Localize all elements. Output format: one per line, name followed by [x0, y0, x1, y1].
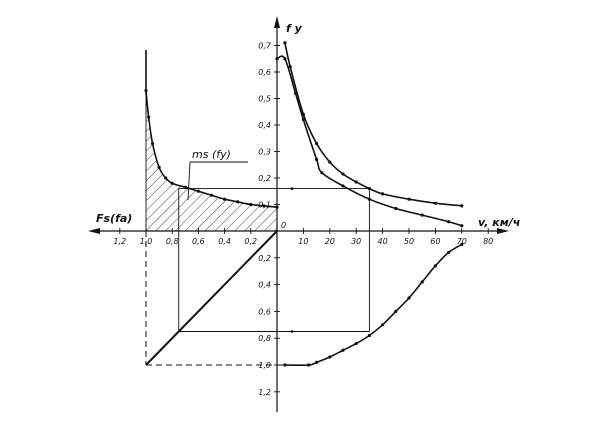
upper-fy-curve	[284, 42, 462, 207]
upper-curve-point	[301, 112, 305, 116]
lower-curve-point	[275, 57, 279, 61]
fy-up-tick-label: 0,2	[258, 174, 271, 183]
ms-curve-point	[236, 200, 240, 204]
tick-labels: 0,1 0,2 0,3 0,4 0,5 0,6 0,7 0,2 0,4 0,6 0,8 1,0 1,2 0…	[113, 42, 493, 397]
lower-curve-point	[420, 213, 424, 217]
lower-curve-point	[315, 157, 319, 162]
fy-up-tick-label: 0,6	[258, 68, 271, 77]
fs-tick-label: 1,2	[113, 237, 126, 246]
upper-curve-point	[288, 65, 292, 69]
v-axis-arrow	[497, 228, 509, 234]
upper-curve-point	[341, 172, 345, 176]
upper-curve-point	[433, 201, 437, 205]
fy-up-tick-label: 0,1	[258, 201, 271, 210]
upper-curve-point	[283, 41, 287, 45]
lower-curve-point	[283, 57, 287, 61]
ms-curve-point	[170, 181, 174, 185]
fs-tick-label: 0,8	[166, 237, 179, 246]
origin-label: 0	[281, 221, 286, 230]
v-tick-label: 80	[483, 237, 493, 246]
fa-curve-point	[315, 360, 319, 364]
fa-curve-point	[341, 348, 345, 352]
v-axis-title: v, км/ч	[478, 216, 520, 229]
fa-curve-point	[433, 264, 437, 268]
upper-curve-point	[381, 192, 385, 196]
ms-curve-point	[164, 176, 168, 180]
v-tick-label: 70	[457, 237, 467, 246]
upper-curve-point	[328, 160, 332, 164]
construction-point	[290, 330, 294, 333]
upper-curve-point	[407, 197, 411, 201]
fy-down-tick-label: 1,0	[258, 361, 271, 370]
ms-curve-point	[157, 165, 161, 169]
fa-curve-point	[420, 280, 424, 284]
ms-curve-point	[196, 189, 200, 193]
fs-axis-arrow	[88, 228, 100, 234]
lower-curve-point	[301, 118, 305, 122]
ms-curve-point	[262, 204, 266, 208]
v-tick-label: 40	[378, 237, 388, 246]
fy-down-tick-label: 1,2	[258, 388, 271, 397]
v-tick-label: 10	[298, 237, 308, 246]
fs-tick-label: 0,2	[244, 237, 257, 246]
v-tick-label: 50	[404, 237, 414, 246]
ms-curve-label: ms (fy)	[192, 148, 231, 161]
lower-curve-point	[341, 184, 345, 188]
ms-curve-point	[144, 88, 148, 93]
fs-tick-label: 1,0	[140, 237, 153, 246]
v-tick-label: 30	[351, 237, 361, 246]
lower-fy-curve	[276, 55, 463, 227]
fy-up-tick-label: 0,3	[258, 148, 271, 157]
construction-point	[290, 187, 294, 191]
ms-leader-diag	[187, 161, 191, 201]
tick-marks	[119, 45, 489, 393]
fy-axis-arrow	[274, 16, 280, 28]
fy-up-tick-label: 0,5	[258, 95, 271, 104]
ms-curve-point	[249, 202, 253, 207]
fy-axis-title: f y	[286, 22, 303, 35]
lower-curve-point	[394, 206, 398, 211]
ms-curve-point	[150, 141, 155, 146]
fa-v-curve	[284, 243, 463, 366]
fa-curve-point	[460, 242, 464, 246]
fs-tick-label: 0,6	[192, 237, 205, 246]
ms-curve-point	[183, 185, 187, 189]
fa-curve-point	[407, 296, 411, 300]
ms-curve-point	[275, 205, 279, 209]
fy-down-tick-label: 0,4	[258, 281, 271, 290]
fy-down-tick-label: 0,2	[258, 254, 271, 263]
fs-tick-label: 0,4	[218, 237, 231, 246]
ms-curve-point	[223, 197, 227, 201]
fa-curve-point	[394, 309, 398, 313]
lower-curve-point	[447, 220, 451, 224]
fa-curve-point	[367, 333, 371, 338]
fy-down-tick-label: 0,8	[258, 334, 271, 343]
example-construction	[178, 187, 370, 333]
curve-points	[144, 41, 464, 367]
fs-axis-title: Fs(fa)	[96, 212, 132, 225]
ms-curve-point	[147, 115, 151, 119]
lower-curve-point	[293, 91, 298, 95]
fa-curve-point	[328, 355, 332, 359]
upper-curve-point	[460, 204, 464, 208]
lower-curve-point	[460, 224, 464, 228]
v-tick-label: 60	[430, 237, 440, 246]
v-tick-label: 20	[325, 237, 335, 246]
fa-curve-point	[447, 250, 451, 255]
fa-curve-point	[354, 341, 358, 346]
diagonal-line	[145, 230, 278, 366]
upper-curve-point	[354, 180, 358, 184]
fy-down-tick-label: 0,6	[258, 307, 271, 316]
fy-up-tick-label: 0,7	[258, 42, 272, 51]
ms-curve-point	[209, 193, 214, 197]
upper-curve-point	[315, 141, 319, 146]
lower-curve-point	[320, 171, 324, 175]
fa-curve-point	[381, 323, 385, 327]
fy-up-tick-label: 0,4	[258, 121, 271, 130]
